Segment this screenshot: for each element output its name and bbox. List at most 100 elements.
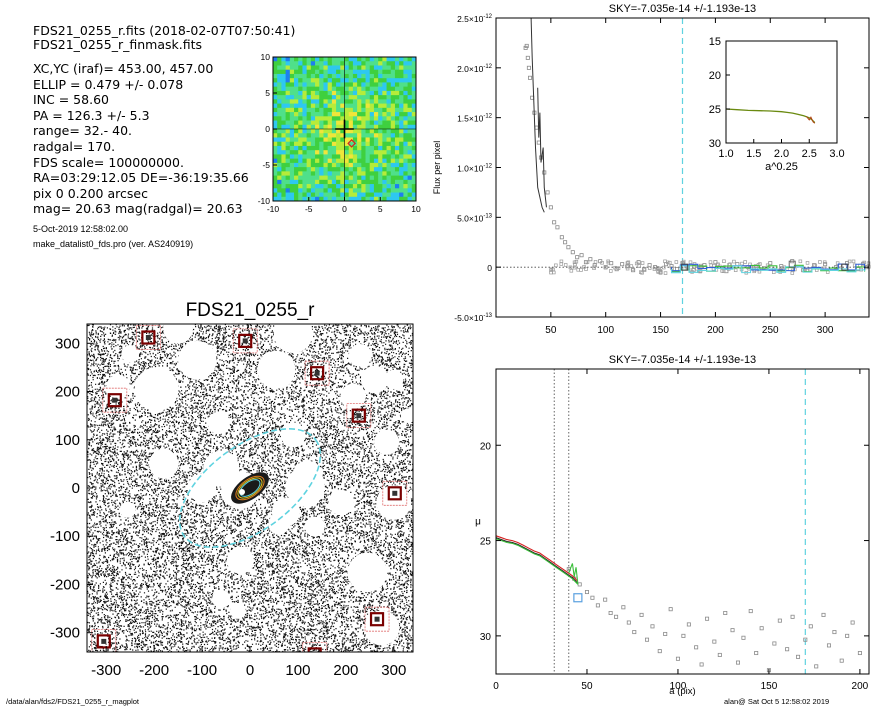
heatmap-cell bbox=[411, 158, 417, 164]
heatmap-cell bbox=[394, 90, 400, 96]
heatmap-cell bbox=[294, 175, 299, 181]
heatmap-cell bbox=[399, 120, 404, 126]
heatmap-cell bbox=[344, 179, 350, 185]
heatmap-cell bbox=[323, 95, 329, 100]
inner-ellipse bbox=[235, 475, 265, 501]
data-point bbox=[759, 626, 764, 631]
data-point bbox=[845, 633, 850, 638]
heatmap-cell bbox=[289, 133, 295, 138]
heatmap-cell bbox=[390, 192, 396, 198]
heatmap-cell bbox=[399, 116, 404, 121]
heatmap-cell bbox=[327, 188, 333, 193]
heatmap-cell bbox=[331, 78, 337, 83]
heatmap-cell bbox=[331, 57, 337, 62]
y-tick-label-base: 1.5×10 bbox=[457, 114, 484, 124]
heatmap-cell bbox=[407, 171, 413, 176]
heatmap-cell bbox=[310, 99, 316, 104]
heatmap-cell bbox=[285, 57, 291, 62]
heatmap-cell bbox=[285, 167, 291, 172]
heatmap-cell bbox=[369, 188, 375, 193]
heatmap-cell bbox=[285, 171, 291, 176]
heatmap-cell bbox=[281, 99, 287, 104]
heatmap-cell bbox=[310, 171, 316, 176]
heatmap-cell bbox=[340, 154, 345, 160]
heatmap-cell bbox=[352, 82, 358, 88]
heatmap-cell bbox=[323, 61, 329, 66]
heatmap-cell bbox=[403, 69, 408, 75]
data-point bbox=[772, 641, 777, 646]
data-point bbox=[850, 620, 855, 625]
step-cyan bbox=[670, 265, 866, 274]
heatmap-cell bbox=[378, 86, 383, 92]
data-point bbox=[613, 265, 617, 270]
heatmap-cell bbox=[369, 69, 375, 75]
heatmap-cell bbox=[399, 167, 404, 172]
heatmap-cell bbox=[294, 129, 299, 134]
heatmap-cell bbox=[273, 158, 278, 164]
mask-box-inner bbox=[107, 393, 122, 408]
heatmap-cell bbox=[365, 90, 371, 96]
heatmap-cell bbox=[281, 154, 287, 160]
data-point bbox=[569, 269, 574, 273]
heatmap-cell bbox=[378, 129, 383, 134]
heatmap-cell bbox=[323, 133, 329, 138]
heatmap-cell bbox=[306, 69, 312, 75]
heatmap-cell bbox=[273, 112, 278, 117]
heatmap-cell bbox=[386, 175, 392, 181]
heatmap-cell bbox=[373, 86, 379, 92]
heatmap-cell bbox=[369, 61, 375, 66]
heatmap-cell bbox=[289, 145, 295, 151]
heatmap-cell bbox=[323, 57, 329, 62]
profile-wiggle bbox=[537, 87, 547, 208]
heatmap-cell bbox=[340, 162, 345, 168]
heatmap-cell bbox=[365, 69, 371, 75]
heatmap-cell bbox=[319, 112, 324, 117]
heatmap-cell bbox=[294, 65, 299, 71]
heatmap-cell bbox=[310, 73, 316, 79]
heatmap-cell bbox=[319, 150, 324, 155]
heatmap-cell bbox=[315, 192, 320, 198]
heatmap-cell bbox=[319, 69, 324, 75]
y-tick-label: 2.0×10-12 bbox=[457, 64, 493, 74]
inset-panel: 1.0 1.5 2.0 2.5 3.0 15 20 25 30 a^0.25 bbox=[709, 36, 845, 173]
heatmap-cell bbox=[294, 188, 299, 193]
heatmap-cell bbox=[340, 171, 345, 176]
heatmap-cell bbox=[273, 137, 278, 143]
masked-source bbox=[163, 324, 193, 344]
heatmap-cell bbox=[302, 124, 308, 130]
heatmap-cell bbox=[336, 57, 341, 62]
heatmap-cell bbox=[289, 99, 295, 104]
heatmap-cell bbox=[373, 141, 379, 147]
heatmap-cell bbox=[277, 196, 282, 202]
inset-frame bbox=[725, 40, 838, 144]
heatmap-cell bbox=[310, 124, 316, 130]
heatmap-cell bbox=[403, 192, 408, 198]
data-point bbox=[576, 268, 580, 272]
heatmap-cell bbox=[373, 137, 379, 143]
heatmap-cell bbox=[361, 103, 366, 109]
mask-box-inner bbox=[238, 333, 253, 348]
heatmap-cell bbox=[365, 103, 371, 109]
heatmap-cell bbox=[348, 141, 354, 147]
heatmap-cell bbox=[310, 167, 316, 172]
heatmap-cell bbox=[298, 188, 303, 193]
heatmap-cell bbox=[289, 137, 295, 143]
heatmap-cell bbox=[281, 192, 287, 198]
heatmap-cell bbox=[281, 141, 287, 147]
heatmap-cell bbox=[327, 192, 333, 198]
data-point bbox=[663, 631, 668, 636]
heatmap-cell bbox=[365, 120, 371, 126]
heatmap-cell bbox=[319, 196, 324, 202]
heatmap-cell bbox=[357, 133, 362, 138]
heatmap-cell bbox=[310, 107, 316, 113]
heatmap-cell bbox=[302, 192, 308, 198]
heatmap-cell bbox=[273, 154, 278, 160]
heatmap-cell bbox=[323, 192, 329, 198]
y-tick-label-exp: -12 bbox=[483, 14, 492, 20]
heatmap-cell bbox=[357, 124, 362, 130]
heatmap-cell bbox=[390, 175, 396, 181]
heatmap-cell bbox=[369, 171, 375, 176]
heatmap-cell bbox=[323, 65, 329, 71]
heatmap-cell bbox=[327, 175, 333, 181]
